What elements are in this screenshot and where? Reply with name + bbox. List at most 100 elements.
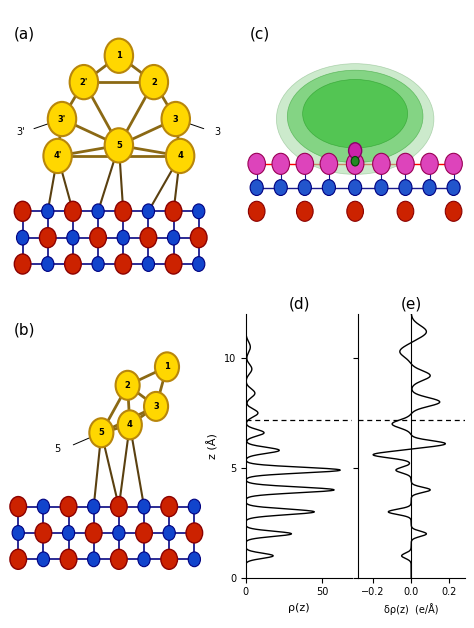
Text: 2: 2 bbox=[125, 381, 130, 390]
Circle shape bbox=[320, 153, 337, 175]
Circle shape bbox=[188, 552, 201, 566]
Circle shape bbox=[105, 128, 133, 163]
Circle shape bbox=[161, 550, 177, 570]
Circle shape bbox=[248, 153, 265, 175]
Circle shape bbox=[92, 257, 104, 271]
Circle shape bbox=[142, 257, 155, 271]
Circle shape bbox=[144, 392, 168, 421]
Circle shape bbox=[118, 410, 142, 440]
Ellipse shape bbox=[287, 70, 423, 163]
Text: 1: 1 bbox=[116, 51, 122, 60]
Circle shape bbox=[167, 230, 180, 245]
Circle shape bbox=[445, 202, 462, 221]
Circle shape bbox=[162, 102, 190, 136]
Circle shape bbox=[397, 202, 414, 221]
Text: 4': 4' bbox=[54, 151, 62, 160]
Text: 5: 5 bbox=[116, 141, 122, 150]
Circle shape bbox=[85, 523, 102, 543]
Circle shape bbox=[297, 202, 313, 221]
Text: 2: 2 bbox=[151, 78, 157, 87]
Circle shape bbox=[136, 523, 152, 543]
Circle shape bbox=[48, 102, 76, 136]
Circle shape bbox=[191, 227, 207, 247]
Circle shape bbox=[39, 227, 56, 247]
Circle shape bbox=[375, 180, 388, 195]
Circle shape bbox=[447, 180, 460, 195]
Circle shape bbox=[64, 202, 81, 221]
Circle shape bbox=[37, 552, 49, 566]
Circle shape bbox=[373, 153, 390, 175]
Circle shape bbox=[12, 526, 24, 540]
Circle shape bbox=[351, 156, 359, 166]
Circle shape bbox=[138, 552, 150, 566]
Circle shape bbox=[272, 153, 290, 175]
Text: 3: 3 bbox=[153, 402, 159, 411]
Circle shape bbox=[70, 65, 98, 99]
Text: 4: 4 bbox=[127, 420, 133, 430]
Circle shape bbox=[115, 254, 132, 274]
Circle shape bbox=[274, 180, 287, 195]
Circle shape bbox=[67, 230, 79, 245]
Circle shape bbox=[89, 418, 113, 447]
Circle shape bbox=[115, 202, 132, 221]
Circle shape bbox=[88, 499, 100, 514]
Circle shape bbox=[348, 180, 362, 195]
Text: 4: 4 bbox=[177, 151, 183, 160]
Text: 5: 5 bbox=[99, 428, 104, 437]
Ellipse shape bbox=[302, 80, 408, 148]
Text: 2': 2' bbox=[80, 78, 88, 87]
Text: 5: 5 bbox=[55, 443, 61, 453]
Circle shape bbox=[42, 204, 54, 219]
Circle shape bbox=[399, 180, 412, 195]
Circle shape bbox=[113, 526, 125, 540]
Circle shape bbox=[161, 497, 177, 517]
Circle shape bbox=[60, 497, 77, 517]
Circle shape bbox=[165, 202, 182, 221]
Text: 3': 3' bbox=[16, 127, 25, 137]
Circle shape bbox=[64, 254, 81, 274]
Text: (d): (d) bbox=[288, 296, 310, 311]
Circle shape bbox=[423, 180, 436, 195]
Circle shape bbox=[346, 153, 364, 175]
Text: (c): (c) bbox=[250, 27, 270, 41]
Circle shape bbox=[348, 143, 362, 159]
Text: 3: 3 bbox=[173, 114, 179, 124]
X-axis label: ρ(z): ρ(z) bbox=[288, 603, 310, 613]
Text: 1: 1 bbox=[164, 362, 170, 371]
Circle shape bbox=[35, 523, 52, 543]
Circle shape bbox=[110, 550, 127, 570]
Circle shape bbox=[421, 153, 438, 175]
Circle shape bbox=[14, 254, 31, 274]
Circle shape bbox=[296, 153, 314, 175]
Circle shape bbox=[60, 550, 77, 570]
Circle shape bbox=[110, 497, 127, 517]
Text: (e): (e) bbox=[401, 296, 422, 311]
Circle shape bbox=[192, 257, 205, 271]
Circle shape bbox=[445, 153, 462, 175]
Circle shape bbox=[140, 227, 157, 247]
Circle shape bbox=[10, 497, 27, 517]
Circle shape bbox=[44, 139, 72, 173]
X-axis label: δρ(z)  (e/Å): δρ(z) (e/Å) bbox=[384, 603, 438, 615]
Circle shape bbox=[248, 202, 265, 221]
Circle shape bbox=[347, 202, 364, 221]
Circle shape bbox=[165, 254, 182, 274]
Circle shape bbox=[188, 499, 201, 514]
Circle shape bbox=[42, 257, 54, 271]
Text: 3: 3 bbox=[214, 127, 220, 137]
Circle shape bbox=[37, 499, 49, 514]
Circle shape bbox=[92, 204, 104, 219]
Text: (a): (a) bbox=[14, 27, 35, 41]
Y-axis label: z (Å): z (Å) bbox=[207, 433, 218, 459]
Circle shape bbox=[116, 371, 140, 400]
Circle shape bbox=[142, 204, 155, 219]
Circle shape bbox=[140, 65, 168, 99]
Circle shape bbox=[322, 180, 336, 195]
Circle shape bbox=[298, 180, 311, 195]
Text: (b): (b) bbox=[14, 322, 36, 337]
Circle shape bbox=[250, 180, 263, 195]
Circle shape bbox=[397, 153, 414, 175]
Circle shape bbox=[10, 550, 27, 570]
Circle shape bbox=[138, 499, 150, 514]
Circle shape bbox=[117, 230, 129, 245]
